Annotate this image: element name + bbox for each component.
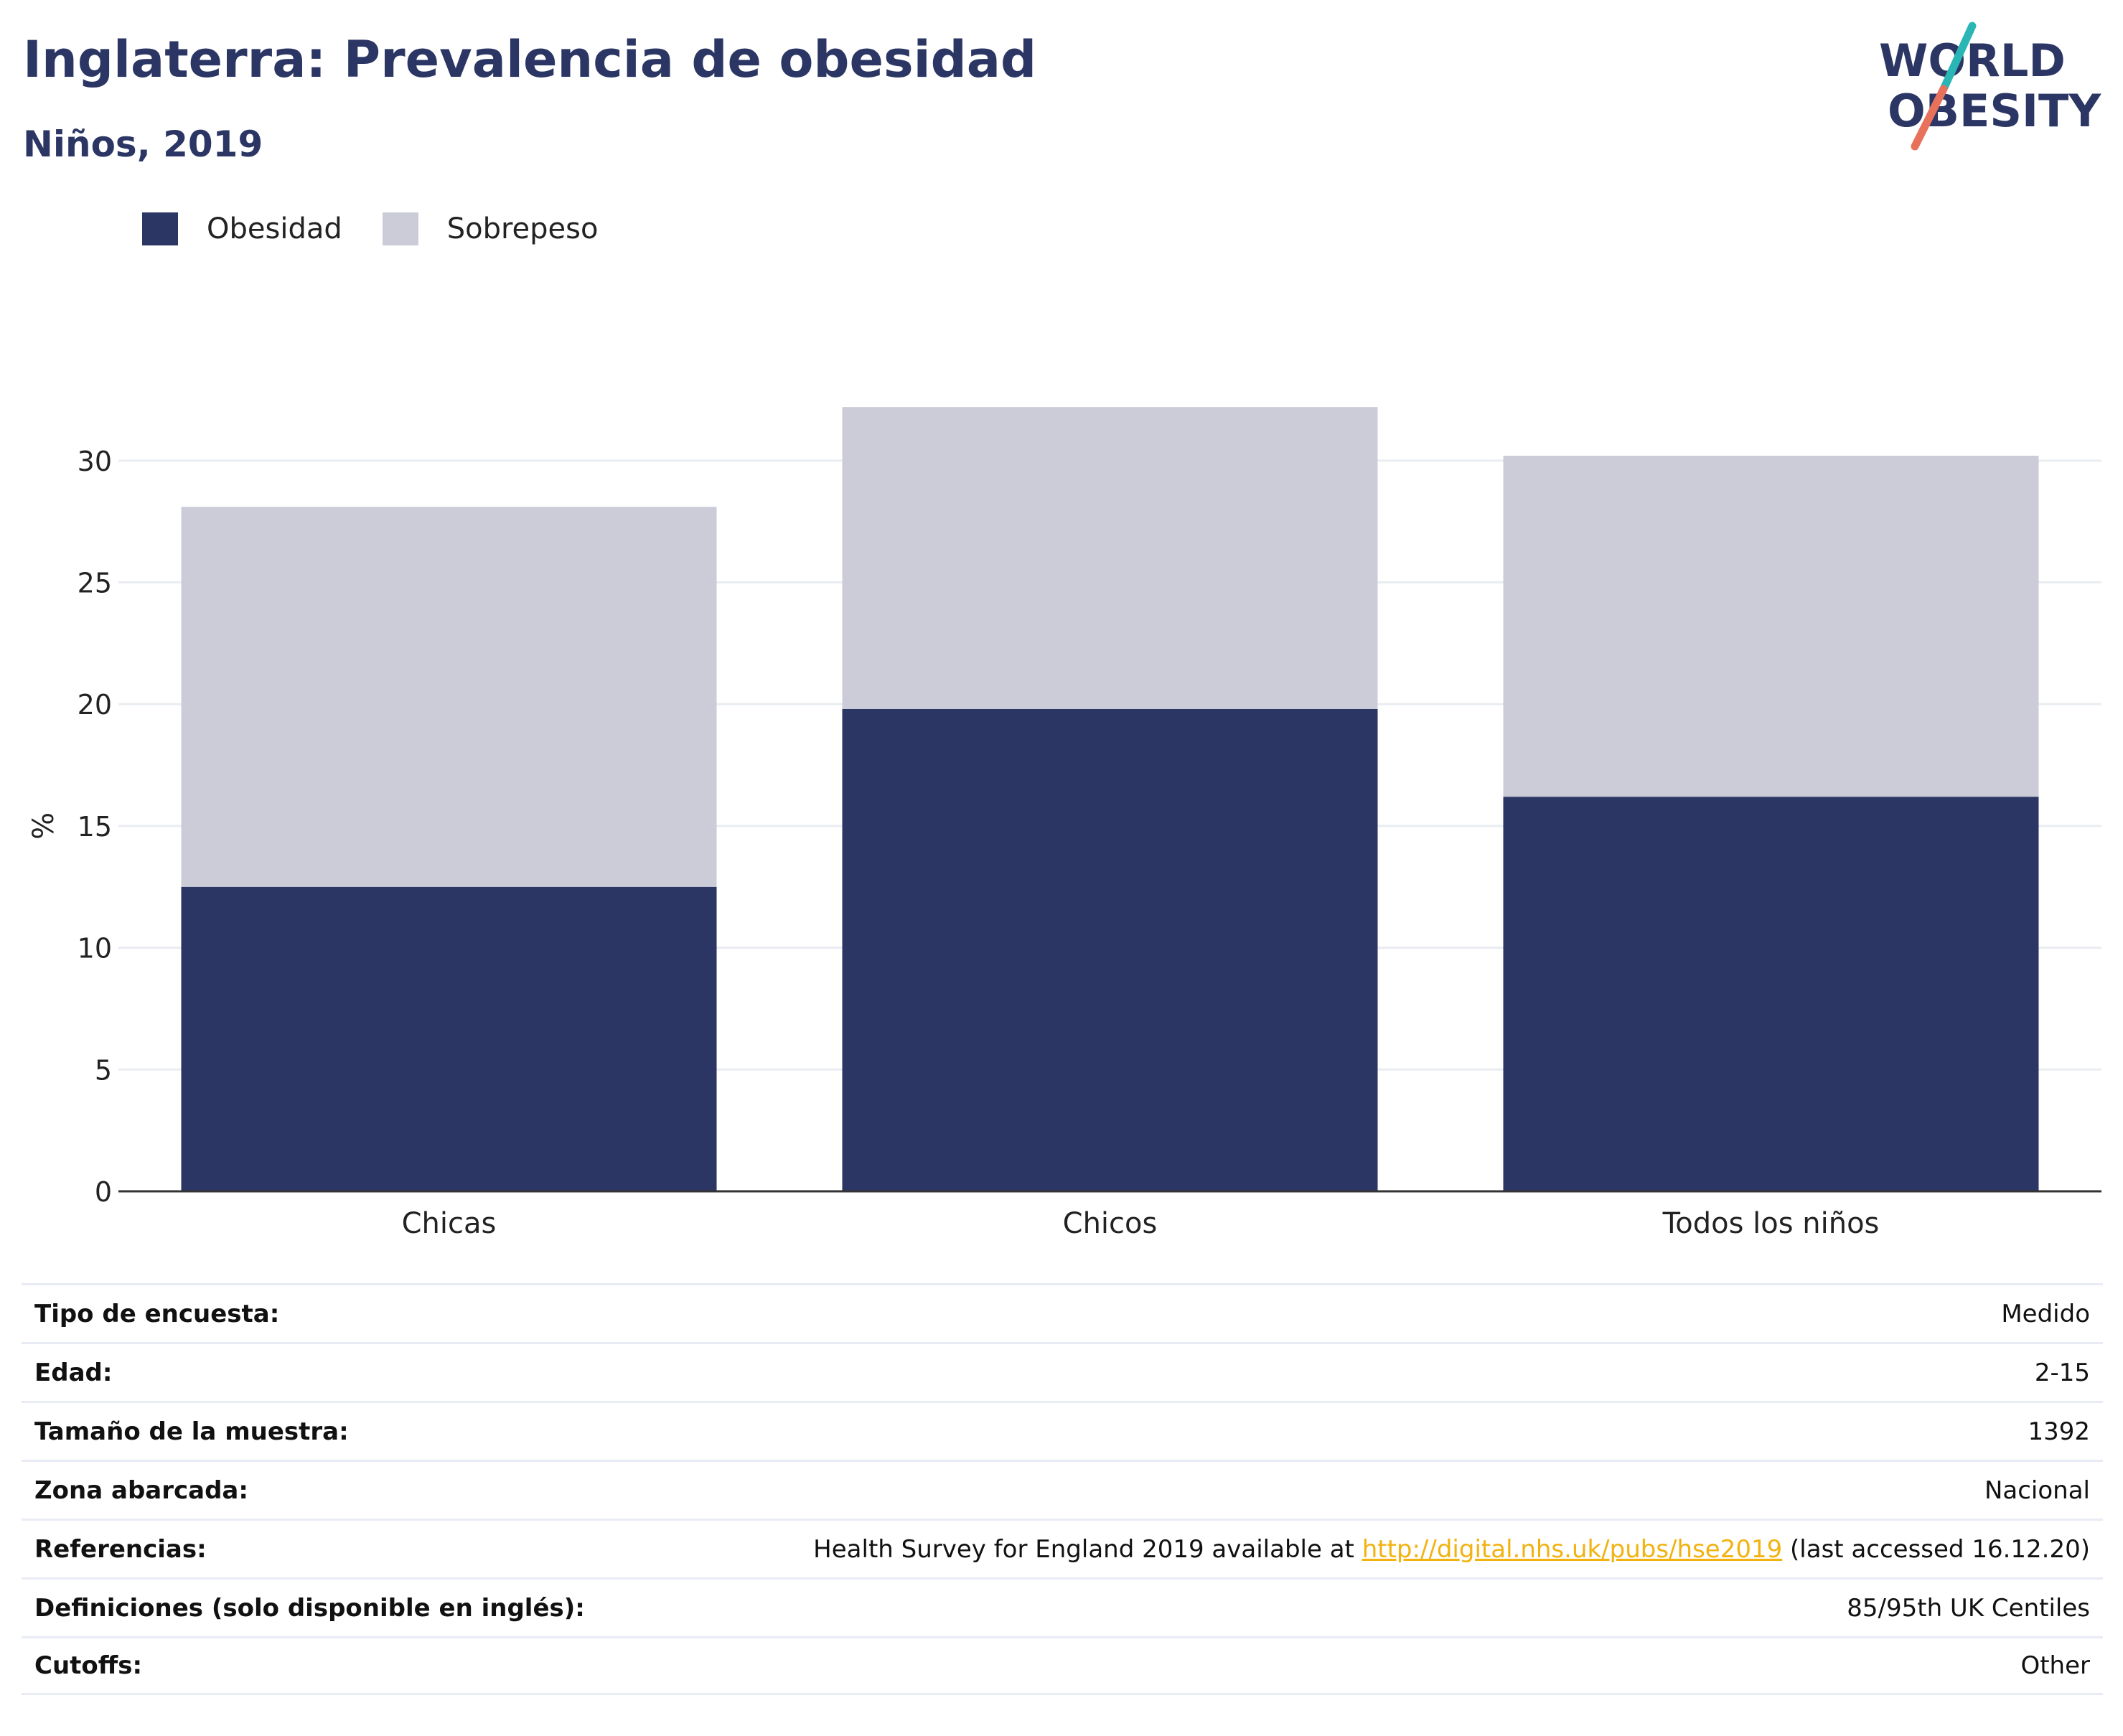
y-tick-label: 0 — [95, 1176, 112, 1208]
info-value: Other — [2020, 1651, 2090, 1680]
info-row-age: Edad: 2-15 — [22, 1342, 2103, 1401]
info-label: Zona abarcada: — [34, 1475, 248, 1505]
chart-title: Inglaterra: Prevalencia de obesidad — [23, 30, 1037, 89]
chart-subtitle: Niños, 2019 — [23, 123, 263, 165]
bar-obesidad-2 — [1503, 797, 2039, 1191]
x-tick-label: Todos los niños — [1662, 1207, 1880, 1240]
y-axis-title: % — [27, 812, 60, 840]
info-label: Definiciones (solo disponible en inglés)… — [34, 1593, 585, 1623]
info-label: Tamaño de la muestra: — [34, 1417, 349, 1446]
info-value: 2-15 — [2034, 1358, 2090, 1387]
y-tick-label: 20 — [78, 689, 112, 721]
info-label: Edad: — [34, 1358, 113, 1387]
x-tick-label: Chicas — [402, 1207, 497, 1240]
info-row-cutoffs: Cutoffs: Other — [22, 1636, 2103, 1695]
y-tick-label: 5 — [95, 1054, 112, 1086]
stacked-bar-chart: 0 5 10 15 20 25 30% Chicas Chicos Todos los niños — [27, 407, 2101, 1240]
info-row-survey-type: Tipo de encuesta: Medido — [22, 1283, 2103, 1342]
info-label: Referencias: — [34, 1534, 207, 1564]
info-row-sample-size: Tamaño de la muestra: 1392 — [22, 1401, 2103, 1460]
bar-obesidad-1 — [842, 709, 1378, 1191]
info-row-references: Referencias: Health Survey for England 2… — [22, 1519, 2103, 1577]
legend-label-obesidad: Obesidad — [207, 212, 342, 245]
info-value: Nacional — [1984, 1475, 2090, 1505]
bar-sobrepeso-2 — [1503, 456, 2039, 797]
legend-item-sobrepeso[interactable]: Sobrepeso — [382, 212, 599, 245]
info-value: Health Survey for England 2019 available… — [813, 1535, 2090, 1564]
reference-link[interactable]: http://digital.nhs.uk/pubs/hse2019 — [1362, 1534, 1783, 1564]
legend-swatch-sobrepeso — [382, 212, 418, 245]
y-tick-label: 10 — [78, 933, 112, 965]
legend-label-sobrepeso: Sobrepeso — [446, 212, 599, 245]
axes: 0 5 10 15 20 25 30% Chicas Chicos Todos los niños — [27, 446, 2101, 1240]
chart-legend: Obesidad Sobrepeso — [142, 212, 638, 245]
info-row-definitions: Definiciones (solo disponible en inglés)… — [22, 1577, 2103, 1636]
info-row-area: Zona abarcada: Nacional — [22, 1460, 2103, 1519]
legend-item-obesidad[interactable]: Obesidad — [142, 212, 342, 245]
logo-line-1: WORLD — [1879, 34, 2066, 87]
info-table: Tipo de encuesta: Medido Edad: 2-15 Tama… — [22, 1283, 2103, 1695]
logo-slash-bottom — [1911, 85, 1948, 151]
bar-obesidad-0 — [181, 886, 717, 1191]
bar-sobrepeso-1 — [842, 407, 1378, 709]
info-value: 85/95th UK Centiles — [1847, 1593, 2090, 1623]
y-tick-label: 30 — [78, 446, 112, 477]
info-value: 1392 — [2028, 1417, 2090, 1446]
info-label: Cutoffs: — [34, 1651, 143, 1680]
bars — [181, 407, 2039, 1191]
logo-slash-top — [1939, 22, 1977, 93]
reference-suffix: (last accessed 16.12.20) — [1782, 1534, 2090, 1564]
world-obesity-logo: WORLD OBESITY — [1879, 22, 2101, 151]
info-label: Tipo de encuesta: — [34, 1299, 280, 1328]
y-tick-label: 25 — [78, 568, 112, 599]
x-tick-label: Chicos — [1063, 1207, 1158, 1240]
reference-prefix: Health Survey for England 2019 available… — [813, 1534, 1362, 1564]
y-tick-label: 15 — [78, 811, 112, 843]
info-value: Medido — [2001, 1299, 2090, 1328]
bar-sobrepeso-0 — [181, 507, 717, 887]
legend-swatch-obesidad — [142, 212, 178, 245]
